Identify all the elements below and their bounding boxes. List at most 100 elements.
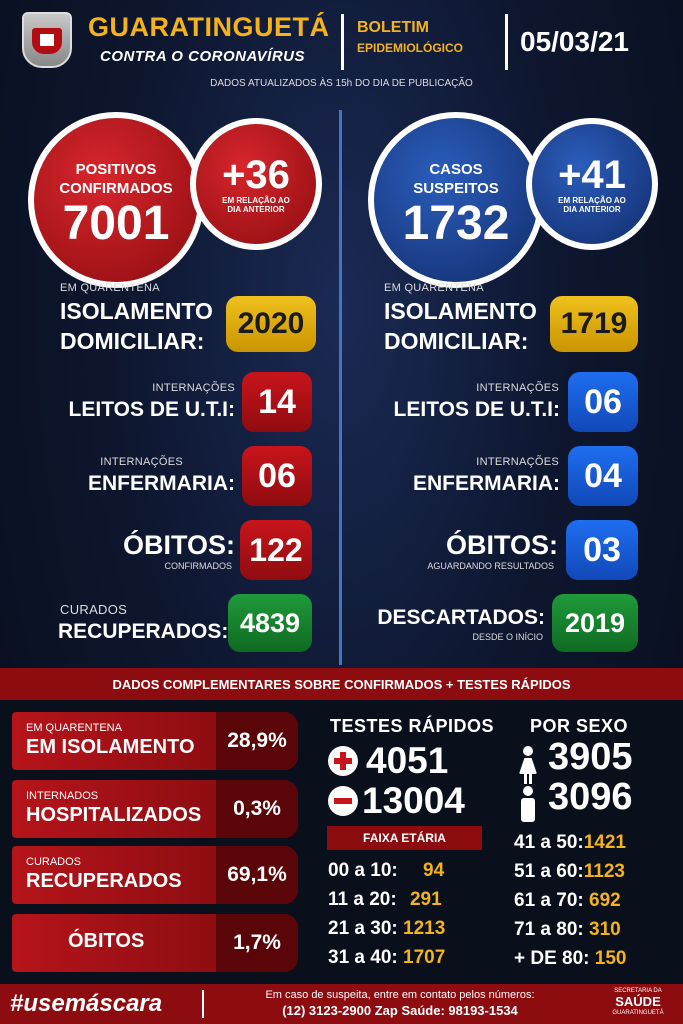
age-range: 51 a 60: [514,861,584,882]
health-secretariat-logo: SECRETARIA DA SAÚDE GUARATINGUETÁ [598,987,678,1017]
footer: #usemáscara Em caso de suspeita, entre e… [0,984,683,1024]
contact-phones: (12) 3123-2900 Zap Saúde: 98193-1534 [282,1003,518,1018]
suspected-delta-circle: +41 EM RELAÇÃO AO DIA ANTERIOR [526,118,658,250]
left-deaths-value: 122 [240,520,312,580]
left-ward-label: ENFERMARIA: [88,472,235,495]
pill-percentage: 1,7% [216,914,298,972]
pill-main-label: RECUPERADOS [26,870,182,892]
left-quarantine-small: EM QUARENTENA [60,282,160,294]
secretariat-line-2: SAÚDE [615,994,661,1009]
age-range: 11 a 20: [328,889,397,910]
right-ward-label: ENFERMARIA: [413,472,560,495]
age-value: 1213 [403,918,446,939]
update-note: DADOS ATUALIZADOS ÀS 15h DO DIA DE PUBLI… [210,78,473,89]
complementary-band: DADOS COMPLEMENTARES SOBRE CONFIRMADOS +… [0,668,683,700]
right-uti-small: INTERNAÇÕES [476,382,559,394]
age-range: 71 a 80: [514,919,584,940]
suspected-label-2: SUSPEITOS [413,180,499,197]
right-uti-value: 06 [568,372,638,432]
age-value: 291 [409,889,442,910]
age-value: 692 [589,890,621,911]
male-count: 3096 [548,776,633,818]
age-value: 1421 [583,832,627,853]
age-range: 21 a 30: [328,918,398,939]
left-cured-value: 4839 [228,594,312,652]
age-row: 41 a 50:1421 [514,832,626,854]
right-deaths-small: AGUARDANDO RESULTADOS [427,561,554,571]
boletim-line-1: BOLETIM [357,19,429,36]
confirmed-label-2: CONFIRMADOS [59,180,173,197]
right-discarded-value: 2019 [552,594,638,652]
pill-small-label: EM QUARENTENA [26,722,122,734]
by-sex-title: POR SEXO [530,716,629,736]
left-quarantine-label: ISOLAMENTO DOMICILIAR: [60,296,213,356]
female-count: 3905 [548,736,633,778]
confirmed-delta-note: EM RELAÇÃO AO DIA ANTERIOR [222,196,290,214]
hashtag: #usemáscara [10,990,163,1017]
left-ward-small: INTERNAÇÕES [100,456,183,468]
left-cured-label: RECUPERADOS: [58,620,229,643]
suspected-delta-note: EM RELAÇÃO AO DIA ANTERIOR [558,196,626,214]
suspected-delta: +41 [558,153,626,197]
confirmed-delta-circle: +36 EM RELAÇÃO AO DIA ANTERIOR [190,118,322,250]
right-uti-label: LEITOS DE U.T.I: [393,398,560,421]
left-ward-value: 06 [242,446,312,506]
boletim-title: BOLETIM EPIDEMIOLÓGICO [357,18,463,58]
contact-info: Em caso de suspeita, entre em contato pe… [210,988,590,1018]
pill-percentage: 28,9% [216,712,298,770]
pill-percentage: 0,3% [216,780,298,838]
right-discarded-small: DESDE O INÍCIO [472,632,543,642]
age-row: 61 a 70: 692 [514,890,621,912]
pill-percentage: 69,1% [216,846,298,904]
female-icon [517,746,539,784]
age-value: 1123 [583,861,625,882]
deaths-pill: ÓBITOS 1,7% [12,914,298,972]
confirmed-total: 7001 [62,197,170,250]
left-quarantine-line-2: DOMICILIAR: [60,328,205,354]
left-quarantine-line-1: ISOLAMENTO [60,298,213,324]
left-quarantine-value: 2020 [226,296,316,352]
minus-icon [328,786,358,816]
header-divider [505,14,508,70]
right-quarantine-line-2: DOMICILIAR: [384,328,529,354]
male-icon [517,786,539,824]
isolation-pill: EM QUARENTENA EM ISOLAMENTO 28,9% [12,712,298,770]
plus-icon [328,746,358,776]
age-value: 94 [423,860,445,881]
confirmed-circle: POSITIVOS CONFIRMADOS 7001 [28,112,204,288]
bulletin-date: 05/03/21 [520,26,629,57]
left-uti-value: 14 [242,372,312,432]
left-deaths-label: ÓBITOS: [122,530,235,560]
age-range-title: FAIXA ETÁRIA [327,826,482,850]
right-quarantine-label: ISOLAMENTO DOMICILIAR: [384,296,537,356]
age-range: 61 a 70: [514,890,584,911]
pill-main-label: ÓBITOS [68,930,145,952]
header: GUARATINGUETÁ CONTRA O CORONAVÍRUS BOLET… [0,0,683,98]
boletim-line-2: EPIDEMIOLÓGICO [357,41,464,55]
right-quarantine-value: 1719 [550,296,638,352]
age-value: 150 [594,948,627,969]
age-row: 71 a 80: 310 [514,919,621,941]
pill-main-label: HOSPITALIZADOS [26,804,202,826]
age-row: 21 a 30: 1213 [328,918,445,940]
hospitalized-pill: INTERNADOS HOSPITALIZADOS 0,3% [12,780,298,838]
rapid-positive-row: 4051 [328,740,448,782]
left-uti-small: INTERNAÇÕES [152,382,235,394]
right-deaths-value: 03 [566,520,638,580]
pill-small-label: INTERNADOS [26,790,99,802]
age-range: + DE 80: [514,948,590,969]
age-row: 31 a 40: 1707 [328,947,445,969]
age-row: + DE 80: 150 [514,948,627,970]
secretariat-line-3: GUARATINGUETÁ [612,1010,664,1016]
secretariat-line-1: SECRETARIA DA [614,988,662,994]
age-value: 1707 [403,947,446,968]
contact-line-1: Em caso de suspeita, entre em contato pe… [265,989,535,1001]
age-row: 51 a 60:1123 [514,861,625,883]
rapid-negative-value: 13004 [362,780,465,821]
age-range: 41 a 50: [514,832,584,853]
rapid-negative-row: 13004 [328,780,465,822]
right-ward-small: INTERNAÇÕES [476,456,559,468]
age-row: 00 a 10: 94 [328,860,444,882]
footer-divider [202,990,204,1018]
column-divider [339,110,342,665]
